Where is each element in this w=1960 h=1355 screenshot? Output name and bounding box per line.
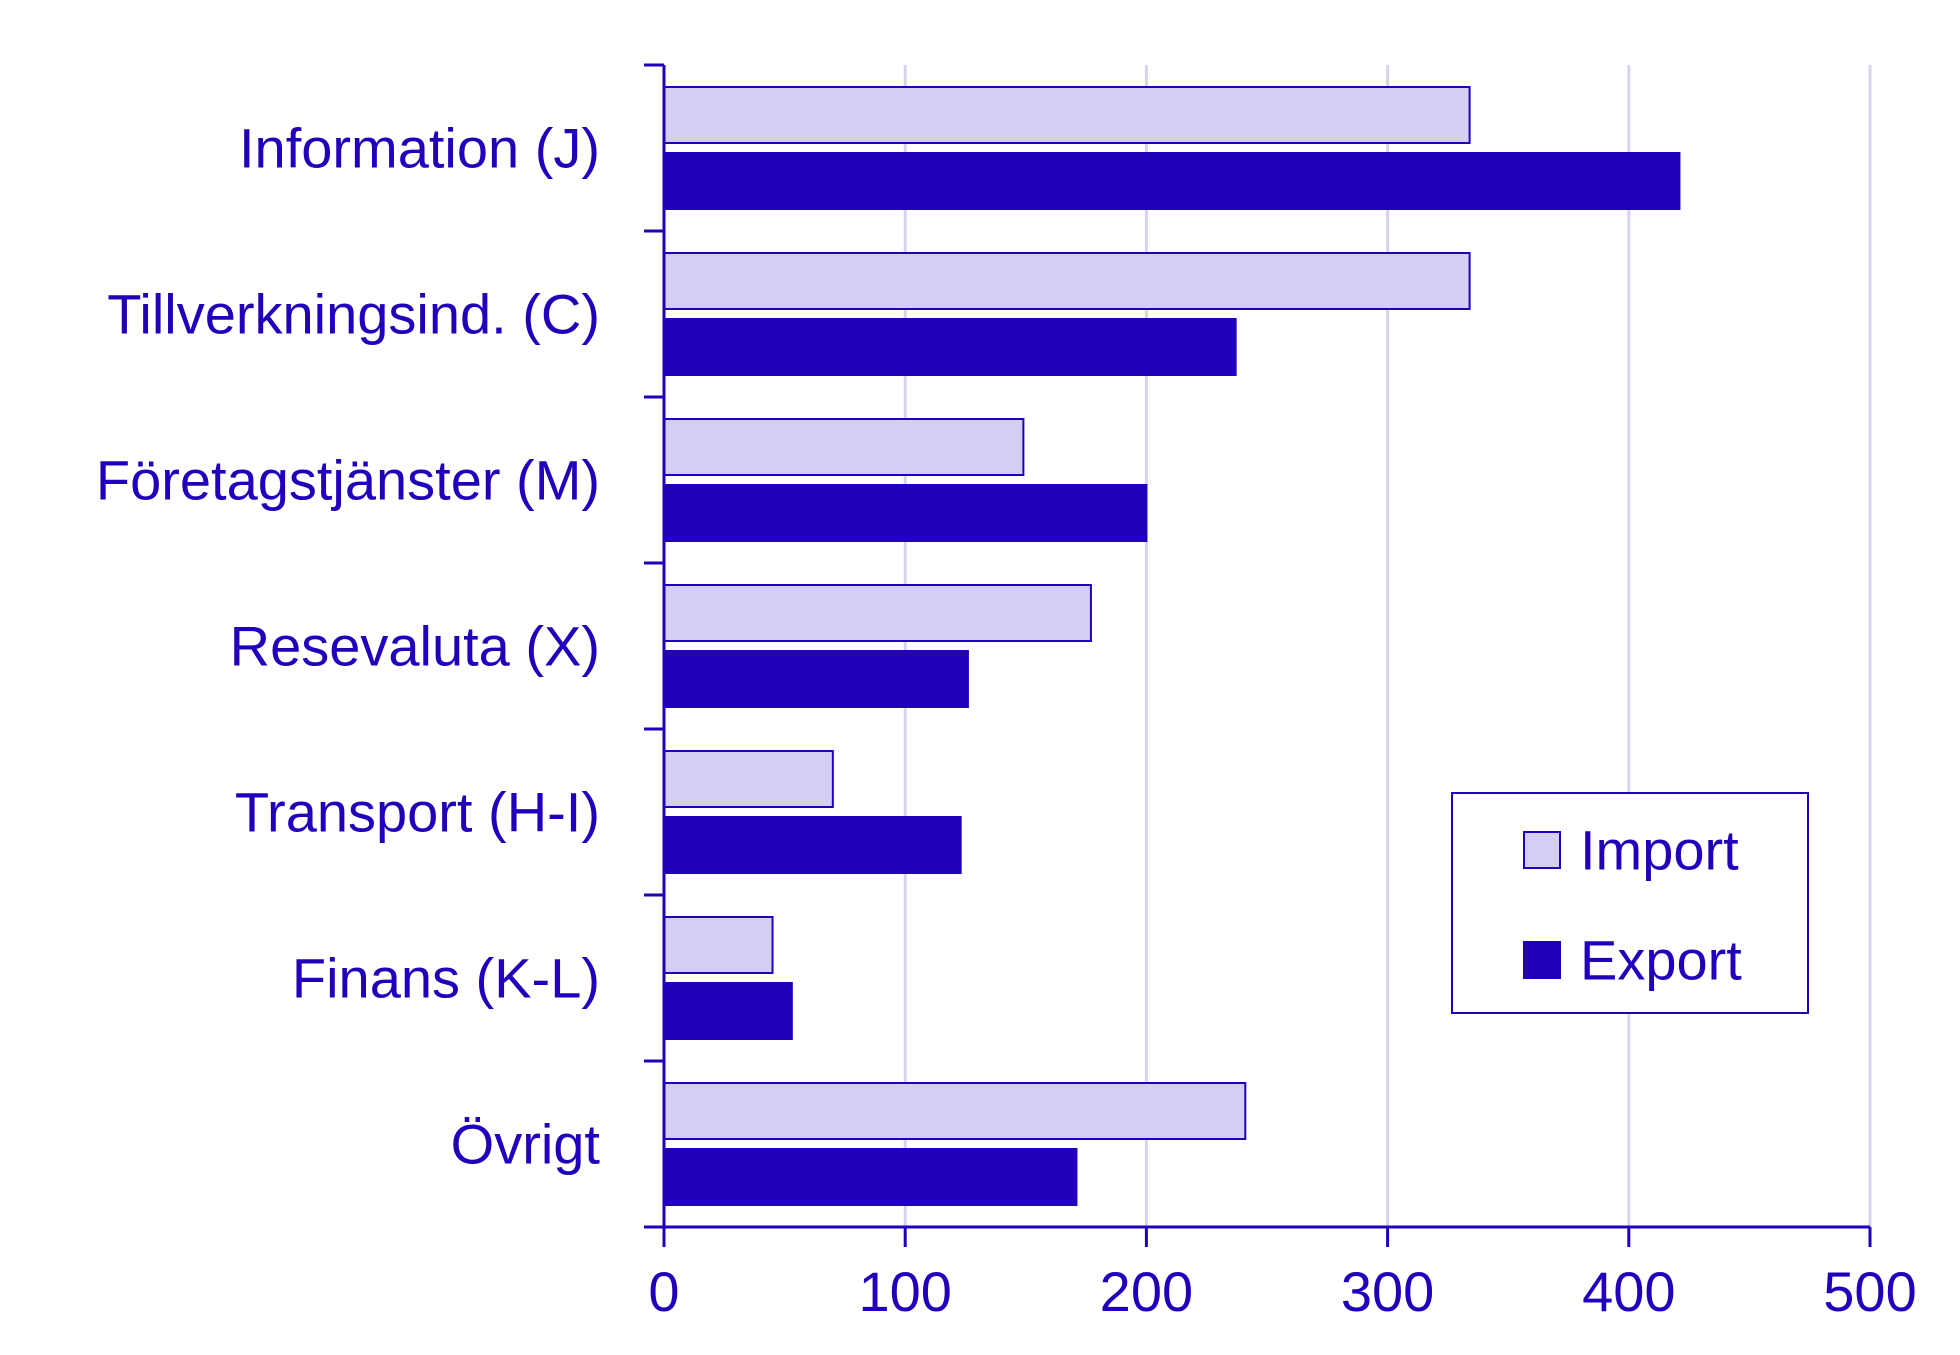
legend-box <box>1451 792 1809 1014</box>
x-tick-label-100: 100 <box>858 1260 951 1323</box>
bar-export-3 <box>663 650 969 708</box>
legend-swatch-import <box>1523 831 1561 869</box>
bar-export-0 <box>663 152 1681 210</box>
category-label-4: Transport (H-I) <box>235 781 600 844</box>
bar-export-1 <box>663 318 1237 376</box>
category-label-6: Övrigt <box>451 1113 601 1176</box>
x-tick-label-200: 200 <box>1100 1260 1193 1323</box>
bar-import-4 <box>663 750 834 808</box>
bars <box>663 86 1681 1206</box>
category-label-2: Företagstjänster (M) <box>96 449 600 512</box>
legend-label-export: Export <box>1580 929 1742 992</box>
legend-label-import: Import <box>1580 819 1739 882</box>
category-label-0: Information (J) <box>239 117 600 180</box>
category-labels: Information (J) Tillverkningsind. (C) Före… <box>96 117 601 1176</box>
axes <box>644 63 1872 1247</box>
x-tick-labels: 0 100 200 300 400 500 <box>648 1260 1916 1323</box>
bar-import-0 <box>663 86 1471 144</box>
legend-swatch-export <box>1523 941 1561 979</box>
legend: Import Export <box>1451 792 1809 1014</box>
x-tick-label-500: 500 <box>1823 1260 1916 1323</box>
x-tick-label-0: 0 <box>648 1260 679 1323</box>
x-tick-label-400: 400 <box>1582 1260 1675 1323</box>
bar-import-1 <box>663 252 1471 310</box>
bar-export-6 <box>663 1148 1078 1206</box>
category-label-3: Resevaluta (X) <box>230 615 600 678</box>
bar-import-3 <box>663 584 1092 642</box>
gridlines <box>903 65 1872 1227</box>
category-label-5: Finans (K-L) <box>292 947 600 1010</box>
x-tick-label-300: 300 <box>1341 1260 1434 1323</box>
category-label-1: Tillverkningsind. (C) <box>107 283 600 346</box>
bar-import-2 <box>663 418 1025 476</box>
bar-import-6 <box>663 1082 1247 1140</box>
bar-export-4 <box>663 816 962 874</box>
bar-import-5 <box>663 916 774 974</box>
bar-export-2 <box>663 484 1148 542</box>
bar-export-5 <box>663 982 793 1040</box>
